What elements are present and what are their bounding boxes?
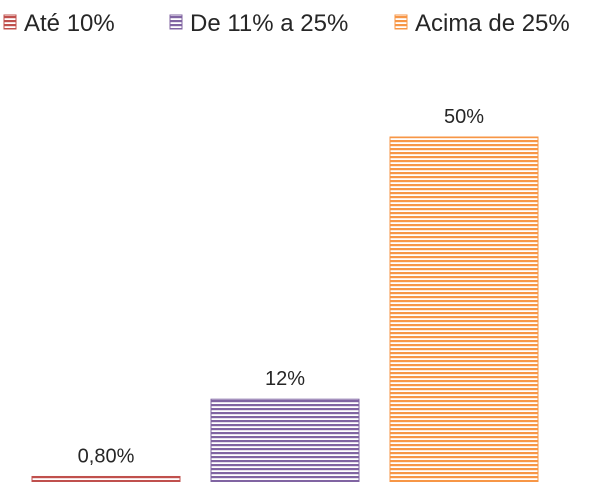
- legend-label-de-11-a-25: De 11% a 25%: [190, 10, 348, 37]
- bar-acima-de-25: [389, 136, 539, 482]
- bar-ate-10: [31, 475, 181, 482]
- legend-swatch-ate-10: [3, 14, 17, 30]
- legend: Até 10% De 11% a 25% Acima de 25%: [3, 10, 570, 37]
- data-label-acima-de-25: 50%: [444, 106, 484, 128]
- legend-item-acima-de-25: Acima de 25%: [394, 10, 570, 37]
- legend-label-acima-de-25: Acima de 25%: [415, 10, 570, 37]
- legend-label-ate-10: Até 10%: [24, 10, 115, 37]
- data-label-de-11-a-25: 12%: [265, 368, 305, 390]
- legend-item-de-11-a-25: De 11% a 25%: [169, 10, 348, 37]
- legend-item-ate-10: Até 10%: [3, 10, 115, 37]
- bar-de-11-a-25: [210, 398, 360, 482]
- legend-swatch-de-11-a-25: [169, 14, 183, 30]
- data-label-ate-10: 0,80%: [78, 445, 135, 467]
- legend-swatch-acima-de-25: [394, 14, 408, 30]
- plot-area: 0,80% 12% 50%: [31, 106, 539, 482]
